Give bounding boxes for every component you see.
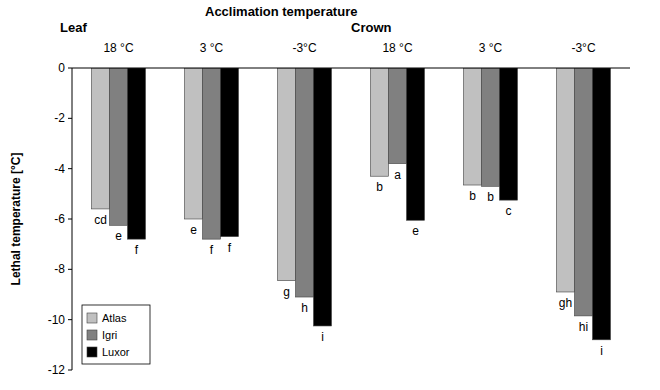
bar [203,68,221,239]
zero-line [72,68,630,69]
y-tick [68,68,72,69]
y-tick-label: 0 [58,61,65,75]
category-label: 18 °C [103,41,133,55]
y-tick [68,118,72,119]
legend-label: Atlas [102,312,127,324]
chart: Acclimation temperature Leaf Crown 18 °C 3 °… [0,0,660,390]
legend-swatch [87,347,97,357]
category-label: 3 °C [479,41,503,55]
y-tick-label: -4 [54,162,65,176]
y-tick-label: -8 [54,262,65,276]
panel-label: Leaf [60,20,87,35]
bar [314,68,332,326]
bar [185,68,203,219]
bar [557,68,575,292]
y-tick-label: -10 [48,313,66,327]
category-label: 18 °C [382,41,412,55]
bar [110,68,128,225]
y-tick [68,168,72,169]
bar [221,68,239,237]
y-tick [68,219,72,220]
legend-box [82,305,150,364]
legend-label: Luxor [102,346,130,358]
panel-label: Crown [351,20,392,35]
significance-letter: f [228,241,232,255]
significance-letter: b [376,180,383,194]
y-label: Lethal temperature [°C] [9,153,23,286]
significance-letter: f [135,243,139,257]
significance-letter: e [115,229,122,243]
bar [128,68,146,239]
y-tick-label: -2 [54,111,65,125]
significance-letter: hi [579,320,588,334]
significance-letter: e [190,223,197,237]
bar [371,68,389,176]
bar [389,68,407,164]
bar [92,68,110,209]
legend-swatch [87,313,97,323]
bar [593,68,611,340]
significance-letter: b [487,190,494,204]
bar [464,68,482,185]
significance-letter: g [283,285,290,299]
y-tick [68,269,72,270]
bar [482,68,500,186]
bar [296,68,314,297]
bar [278,68,296,281]
significance-letter: gh [559,296,572,310]
category-label: 3 °C [200,41,224,55]
y-tick-label: -12 [48,363,66,377]
significance-letter: i [321,330,324,344]
significance-letter: h [301,301,308,315]
significance-letter: cd [94,213,107,227]
significance-letter: i [600,344,603,358]
significance-letter: f [210,243,214,257]
title: Acclimation temperature [205,4,357,19]
bars [92,68,611,340]
significance-letter: a [394,168,401,182]
significance-letter: b [469,189,476,203]
bar [575,68,593,316]
legend-label: Igri [102,329,117,341]
y-tick-label: -6 [54,212,65,226]
category-label: -3°C [292,41,316,55]
bar [407,68,425,220]
bar [500,68,518,200]
significance-letter: e [412,224,419,238]
significance-letter: c [506,204,512,218]
category-label: -3°C [571,41,595,55]
y-tick [68,319,72,320]
y-tick [68,370,72,371]
legend-swatch [87,330,97,340]
